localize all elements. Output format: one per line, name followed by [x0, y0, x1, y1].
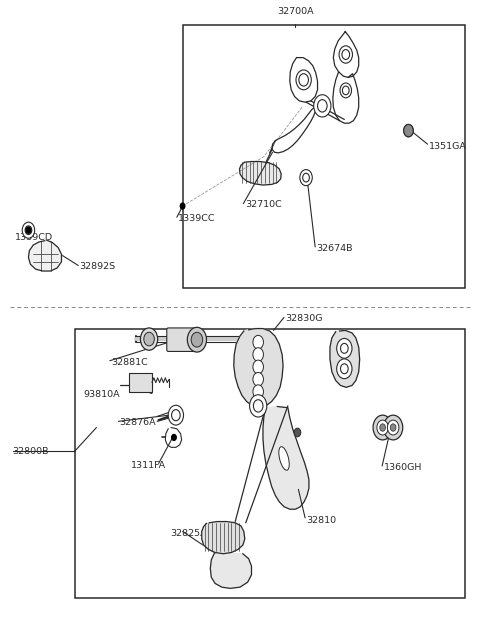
Circle shape — [187, 327, 206, 352]
Polygon shape — [28, 240, 61, 271]
Circle shape — [171, 435, 176, 441]
Circle shape — [340, 83, 351, 98]
Circle shape — [384, 415, 403, 440]
Polygon shape — [234, 329, 283, 408]
Circle shape — [336, 339, 352, 358]
Circle shape — [253, 385, 264, 399]
Circle shape — [250, 395, 267, 417]
Polygon shape — [210, 554, 252, 588]
Circle shape — [318, 100, 327, 112]
Text: 32700A: 32700A — [277, 7, 313, 16]
Circle shape — [390, 424, 396, 432]
Bar — [129, 373, 152, 392]
Circle shape — [253, 335, 264, 349]
Polygon shape — [202, 521, 245, 554]
Text: 32881C: 32881C — [111, 358, 147, 367]
Circle shape — [342, 86, 349, 95]
Polygon shape — [240, 162, 281, 185]
Circle shape — [191, 332, 203, 347]
Circle shape — [373, 415, 392, 440]
Circle shape — [404, 125, 413, 137]
Text: 32810: 32810 — [306, 516, 336, 525]
FancyBboxPatch shape — [167, 328, 198, 352]
Polygon shape — [290, 58, 318, 102]
Text: 1360GH: 1360GH — [384, 463, 422, 472]
Circle shape — [387, 420, 399, 435]
Circle shape — [299, 74, 309, 86]
Bar — [75, 329, 465, 598]
Text: 1311FA: 1311FA — [131, 461, 166, 471]
Text: 32825A: 32825A — [170, 529, 207, 538]
Text: 32710C: 32710C — [245, 200, 282, 210]
Circle shape — [339, 46, 352, 63]
Circle shape — [340, 364, 348, 374]
Circle shape — [404, 125, 413, 137]
Ellipse shape — [279, 446, 289, 470]
Circle shape — [25, 226, 32, 234]
Text: 1339CC: 1339CC — [178, 214, 216, 223]
Text: 1339CD: 1339CD — [15, 232, 53, 242]
Text: 32876A: 32876A — [120, 418, 156, 427]
Polygon shape — [263, 407, 309, 509]
Circle shape — [342, 50, 349, 60]
Text: 93810A: 93810A — [83, 390, 120, 399]
Circle shape — [22, 222, 35, 238]
Circle shape — [296, 70, 312, 90]
Polygon shape — [272, 107, 317, 153]
Circle shape — [253, 360, 264, 374]
Circle shape — [180, 203, 185, 209]
Circle shape — [314, 95, 331, 117]
Polygon shape — [330, 330, 360, 388]
Bar — [182, 25, 465, 288]
Polygon shape — [333, 72, 359, 123]
Text: 32800B: 32800B — [12, 446, 49, 456]
Circle shape — [168, 405, 183, 425]
Text: 1351GA: 1351GA — [429, 141, 467, 151]
Text: 32892S: 32892S — [80, 262, 116, 271]
Circle shape — [303, 173, 310, 182]
Circle shape — [300, 170, 312, 185]
Text: 32674B: 32674B — [317, 244, 353, 252]
Circle shape — [294, 428, 301, 437]
Text: 32830G: 32830G — [286, 314, 323, 323]
Circle shape — [26, 227, 31, 233]
Circle shape — [340, 343, 348, 353]
Polygon shape — [333, 32, 359, 78]
Circle shape — [253, 400, 263, 412]
Circle shape — [253, 373, 264, 386]
Circle shape — [171, 410, 180, 421]
Circle shape — [336, 359, 352, 379]
Circle shape — [380, 424, 385, 432]
Circle shape — [144, 332, 155, 346]
Circle shape — [253, 348, 264, 361]
Circle shape — [141, 328, 157, 350]
Circle shape — [377, 420, 388, 435]
